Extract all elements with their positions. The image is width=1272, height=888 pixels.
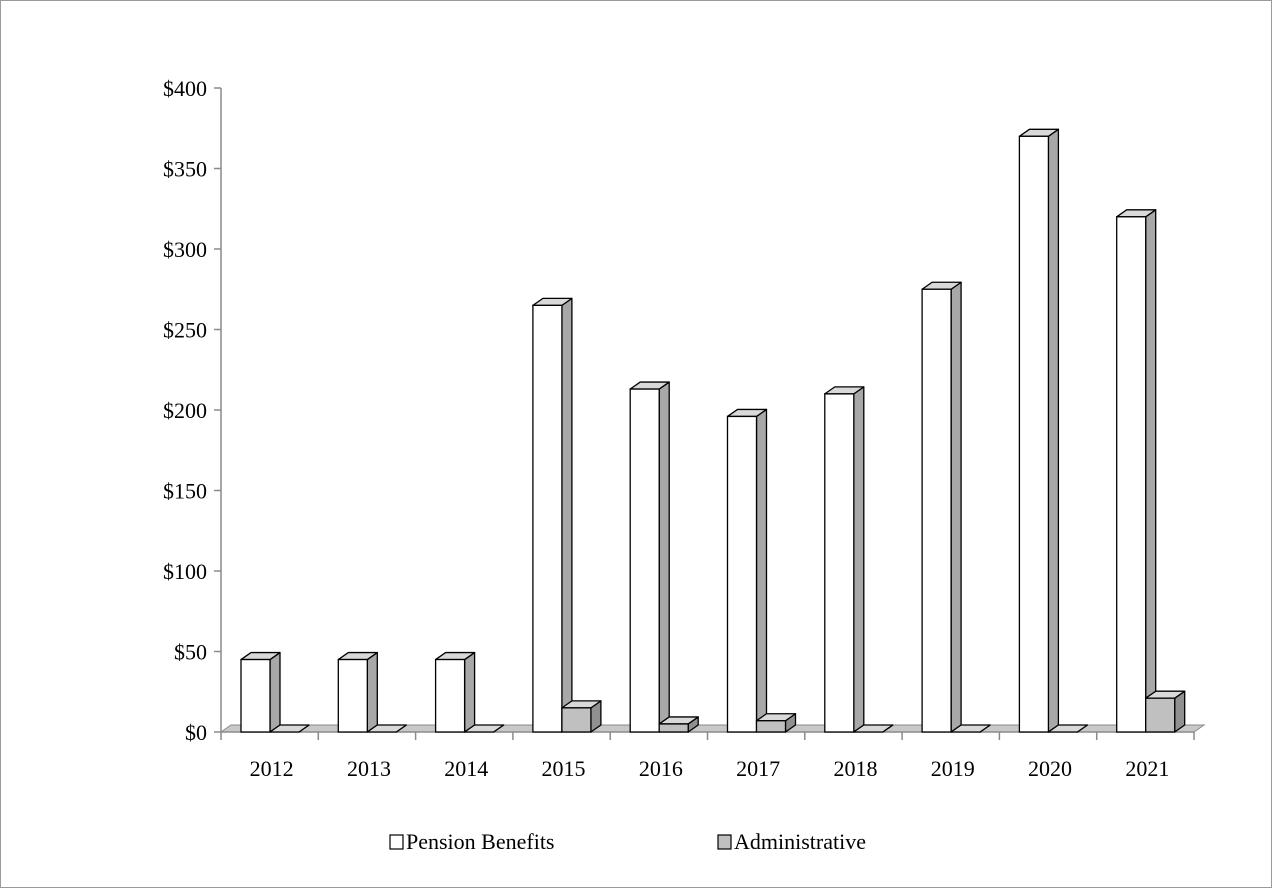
administrative-bar-2021-front bbox=[1145, 697, 1176, 733]
axis-labels: $0 $50 $100 $150 $200 $250 $300 $350 $400 2012 201… bbox=[163, 76, 1169, 781]
administrative-bar-2013 bbox=[366, 724, 407, 733]
administrative-bar-2016-front bbox=[658, 723, 689, 733]
legend-swatch-pension-benefits bbox=[389, 834, 404, 850]
administrative-bar-2019 bbox=[950, 724, 991, 733]
y-tick-label: $0 bbox=[185, 720, 207, 745]
x-tick-label: 2018 bbox=[833, 756, 877, 781]
administrative-bar-2012-top bbox=[269, 724, 310, 733]
x-tick-label: 2017 bbox=[736, 756, 780, 781]
pension-benefits-bar-2017-front bbox=[726, 415, 758, 733]
x-tick-label: 2019 bbox=[931, 756, 975, 781]
pension-benefits-bar-2012-side bbox=[269, 651, 281, 733]
administrative-bar-2014 bbox=[463, 724, 505, 733]
pension-benefits-bar-2016-front bbox=[629, 388, 660, 733]
administrative-bar-2017-front bbox=[755, 720, 787, 733]
x-tick-label: 2014 bbox=[444, 756, 488, 781]
pension-benefits-bar-2014-side bbox=[463, 651, 476, 733]
pension-benefits-bar-2016 bbox=[629, 381, 670, 733]
x-tick-label: 2012 bbox=[250, 756, 294, 781]
administrative-bar-2016 bbox=[658, 716, 699, 733]
pension-benefits-bar-2019-side bbox=[950, 281, 962, 733]
legend-label-administrative: Administrative bbox=[734, 829, 866, 854]
x-tick-label: 2020 bbox=[1028, 756, 1072, 781]
pension-benefits-bar-2018-front bbox=[824, 393, 855, 733]
y-tick-label: $150 bbox=[163, 479, 207, 504]
x-tick-label: 2021 bbox=[1125, 756, 1169, 781]
pension-benefits-bar-2019 bbox=[921, 281, 962, 733]
pension-benefits-bar-2018 bbox=[824, 386, 865, 733]
legend: Pension Benefits Administrative bbox=[389, 829, 866, 854]
administrative-bar-2014-top bbox=[463, 724, 505, 733]
pension-benefits-bar-2020-side bbox=[1047, 128, 1060, 733]
y-tick-label: $250 bbox=[163, 318, 207, 343]
administrative-bar-2012 bbox=[269, 724, 310, 733]
administrative-bar-2018 bbox=[853, 724, 894, 733]
administrative-bar-2015-front bbox=[561, 707, 592, 733]
administrative-bar-2017 bbox=[755, 713, 797, 733]
pension-benefits-bar-2012 bbox=[240, 651, 281, 733]
y-tick-label: $200 bbox=[163, 398, 207, 423]
pension-benefits-bar-2021-side bbox=[1145, 209, 1157, 733]
x-tick-label: 2015 bbox=[542, 756, 586, 781]
pension-benefits-bar-2014 bbox=[434, 651, 476, 733]
y-tick-label: $400 bbox=[163, 76, 207, 101]
administrative-bar-2019-top bbox=[950, 724, 991, 733]
administrative-bar-2020-top bbox=[1047, 724, 1089, 733]
bars bbox=[240, 128, 1186, 733]
legend-swatch-administrative bbox=[717, 834, 732, 850]
pension-benefits-bar-2013-side bbox=[366, 651, 378, 733]
administrative-bar-2013-top bbox=[366, 724, 407, 733]
pension-benefits-bar-2021-front bbox=[1116, 216, 1147, 733]
pension-benefits-bar-2015 bbox=[532, 297, 573, 733]
pension-benefits-bar-2015-front bbox=[532, 304, 563, 733]
pension-benefits-bar-2019-front bbox=[921, 288, 952, 733]
pension-benefits-bar-2012-front bbox=[240, 658, 271, 733]
pension-benefits-bar-2017-side bbox=[755, 408, 768, 733]
pension-benefits-bar-2015-side bbox=[561, 297, 573, 733]
pension-benefits-bar-2020-front bbox=[1018, 135, 1050, 733]
administrative-bar-2018-top bbox=[853, 724, 894, 733]
administrative-bar-2021 bbox=[1145, 690, 1186, 733]
y-tick-label: $100 bbox=[163, 559, 207, 584]
pension-benefits-bar-2021 bbox=[1116, 209, 1157, 733]
pension-benefits-bar-2017 bbox=[726, 408, 768, 733]
pension-benefits-bar-2020 bbox=[1018, 128, 1060, 733]
y-tick-label: $350 bbox=[163, 157, 207, 182]
pension-benefits-bar-2014-front bbox=[434, 658, 466, 733]
pension-benefits-bar-2016-side bbox=[658, 381, 670, 733]
administrative-bar-2020 bbox=[1047, 724, 1089, 733]
x-tick-label: 2016 bbox=[639, 756, 683, 781]
x-tick-label: 2013 bbox=[347, 756, 391, 781]
legend-label-pension-benefits: Pension Benefits bbox=[406, 829, 555, 854]
administrative-bar-2015 bbox=[561, 700, 602, 733]
y-tick-label: $50 bbox=[174, 640, 207, 665]
pension-benefits-bar-2013-front bbox=[337, 658, 368, 733]
pension-benefits-bar-2018-side bbox=[853, 386, 865, 733]
y-tick-label: $300 bbox=[163, 237, 207, 262]
pension-benefits-bar-2013 bbox=[337, 651, 378, 733]
